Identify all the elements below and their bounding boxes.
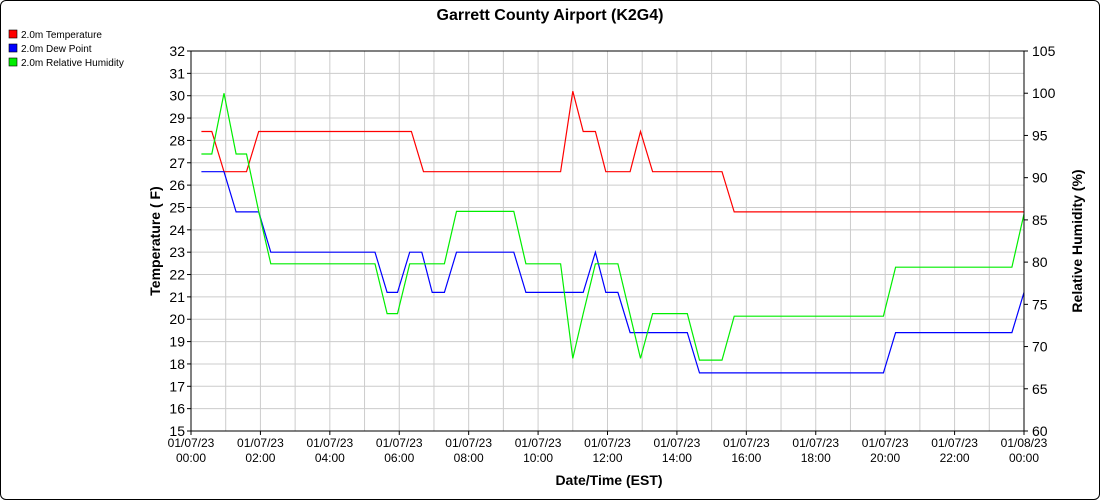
legend-label: 2.0m Temperature bbox=[21, 30, 102, 41]
chart-title: Garrett County Airport (K2G4) bbox=[437, 7, 664, 24]
y-tick-label: 20 bbox=[169, 311, 185, 327]
y-tick-label: 23 bbox=[169, 244, 185, 260]
x-tick-label-time: 12:00 bbox=[592, 451, 622, 465]
y2-tick-label: 80 bbox=[1032, 254, 1048, 270]
y2-tick-label: 100 bbox=[1032, 85, 1056, 101]
y-tick-label: 26 bbox=[169, 177, 185, 193]
x-tick-label-date: 01/07/23 bbox=[306, 436, 353, 450]
y-tick-label: 27 bbox=[169, 155, 185, 171]
legend-swatch bbox=[8, 43, 18, 53]
y-tick-label: 21 bbox=[169, 289, 185, 305]
x-tick-label-time: 04:00 bbox=[315, 451, 345, 465]
y-tick-label: 31 bbox=[169, 65, 185, 81]
y2-tick-label: 60 bbox=[1032, 423, 1048, 439]
x-tick-label-date: 01/07/23 bbox=[584, 436, 631, 450]
y-tick-label: 32 bbox=[169, 43, 185, 59]
x-axis-label: Date/Time (EST) bbox=[555, 472, 662, 488]
y-tick-label: 16 bbox=[169, 401, 185, 417]
y-tick-label: 15 bbox=[169, 423, 185, 439]
y2-tick-label: 95 bbox=[1032, 127, 1048, 143]
x-tick-label-date: 01/07/23 bbox=[792, 436, 839, 450]
y2-tick-label: 75 bbox=[1032, 296, 1048, 312]
x-tick-label-date: 01/07/23 bbox=[237, 436, 284, 450]
x-tick-label-time: 06:00 bbox=[384, 451, 414, 465]
x-tick-label-time: 22:00 bbox=[940, 451, 970, 465]
legend: 2.0m Temperature 2.0m Dew Point 2.0m Relat… bbox=[8, 29, 124, 69]
y-tick-label: 19 bbox=[169, 334, 185, 350]
y-tick-label: 30 bbox=[169, 88, 185, 104]
y2-tick-label: 90 bbox=[1032, 170, 1048, 186]
y-tick-label: 18 bbox=[169, 356, 185, 372]
y2-tick-label: 85 bbox=[1032, 212, 1048, 228]
x-axis: 01/07/2300:0001/07/2302:0001/07/2304:000… bbox=[168, 431, 1048, 465]
y-axis-label: Temperature ( F) bbox=[147, 186, 163, 295]
x-tick-label-time: 20:00 bbox=[870, 451, 900, 465]
y-tick-label: 28 bbox=[169, 132, 185, 148]
y2-axis-label: Relative Humidity (%) bbox=[1069, 169, 1085, 312]
x-tick-label-date: 01/07/23 bbox=[931, 436, 978, 450]
x-tick-label-date: 01/07/23 bbox=[445, 436, 492, 450]
x-tick-label-time: 16:00 bbox=[731, 451, 761, 465]
x-tick-label-date: 01/07/23 bbox=[723, 436, 770, 450]
x-tick-label-time: 10:00 bbox=[523, 451, 553, 465]
x-tick-label-date: 01/07/23 bbox=[862, 436, 909, 450]
x-tick-label-date: 01/07/23 bbox=[168, 436, 215, 450]
legend-swatch bbox=[8, 57, 18, 67]
x-tick-label-time: 00:00 bbox=[1009, 451, 1039, 465]
x-tick-label-date: 01/08/23 bbox=[1001, 436, 1048, 450]
y-tick-label: 25 bbox=[169, 199, 185, 215]
series-line-2-0m-dew-point bbox=[201, 171, 1025, 374]
x-tick-label-time: 18:00 bbox=[801, 451, 831, 465]
x-tick-label-time: 02:00 bbox=[245, 451, 275, 465]
y-axis-right: 60 65 70 75 80 85 90 95 100 105 bbox=[1024, 43, 1056, 439]
y2-tick-label: 105 bbox=[1032, 43, 1056, 59]
x-tick-label-date: 01/07/23 bbox=[376, 436, 423, 450]
series-line-2-0m-temperature bbox=[201, 91, 1024, 213]
x-tick-label-time: 14:00 bbox=[662, 451, 692, 465]
x-tick-label-time: 08:00 bbox=[454, 451, 484, 465]
legend-swatch bbox=[8, 29, 18, 39]
series-layer bbox=[201, 91, 1025, 374]
y-axis-left: 15 16 17 18 19 20 21 22 23 24 25 26 27 28 29 30 31 32 bbox=[169, 43, 191, 439]
legend-label: 2.0m Dew Point bbox=[21, 44, 92, 55]
x-tick-label-date: 01/07/23 bbox=[654, 436, 701, 450]
y-tick-label: 24 bbox=[169, 222, 185, 238]
y2-tick-label: 65 bbox=[1032, 381, 1048, 397]
grid bbox=[191, 51, 1024, 431]
y2-tick-label: 70 bbox=[1032, 339, 1048, 355]
legend-label: 2.0m Relative Humidity bbox=[21, 58, 124, 69]
y-tick-label: 29 bbox=[169, 110, 185, 126]
y-tick-label: 17 bbox=[169, 378, 185, 394]
series-line-2-0m-relative-humidity bbox=[201, 93, 1025, 361]
x-tick-label-time: 00:00 bbox=[176, 451, 206, 465]
y-tick-label: 22 bbox=[169, 267, 185, 283]
x-tick-label-date: 01/07/23 bbox=[515, 436, 562, 450]
